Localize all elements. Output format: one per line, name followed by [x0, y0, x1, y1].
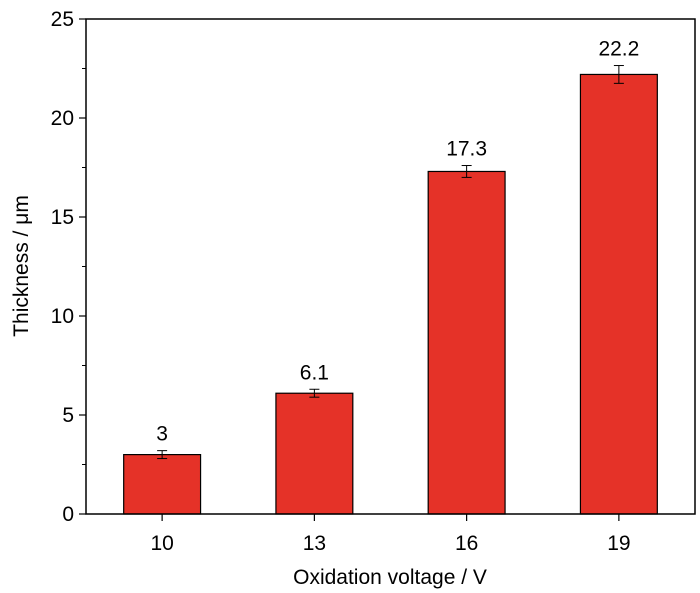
- y-tick-label-15: 15: [51, 206, 74, 229]
- bars-layer: [123, 73, 658, 515]
- x-axis-label: Oxidation voltage / V: [293, 566, 487, 589]
- bar-10: [123, 454, 202, 515]
- error-bar-19: [613, 65, 624, 84]
- x-tick-label-10: 10: [150, 532, 173, 555]
- x-axis: 10 13 16 19: [150, 514, 631, 555]
- x-tick-label-19: 19: [607, 532, 630, 555]
- y-axis: 0 5 10 15 20 25: [51, 8, 86, 526]
- value-label-13: 6.1: [300, 361, 329, 384]
- error-bar-10: [157, 450, 168, 460]
- y-tick-label-0: 0: [62, 503, 74, 526]
- error-bars-layer: [157, 65, 624, 460]
- value-label-19: 22.2: [598, 38, 639, 61]
- y-axis-label: Thickness / μm: [10, 195, 33, 337]
- x-tick-label-16: 16: [455, 532, 478, 555]
- y-tick-label-25: 25: [51, 8, 74, 31]
- y-tick-label-10: 10: [51, 305, 74, 328]
- value-labels-layer: 3 6.1 17.3 22.2: [156, 38, 639, 446]
- error-bar-13: [309, 388, 320, 398]
- bar-13: [275, 392, 354, 515]
- x-tick-label-13: 13: [303, 532, 326, 555]
- y-tick-label-5: 5: [62, 404, 74, 427]
- bar-16: [427, 170, 506, 515]
- value-label-10: 3: [156, 423, 168, 446]
- y-tick-label-20: 20: [51, 107, 74, 130]
- bar-19: [579, 73, 658, 515]
- error-bar-16: [461, 165, 472, 178]
- value-label-16: 17.3: [446, 138, 487, 161]
